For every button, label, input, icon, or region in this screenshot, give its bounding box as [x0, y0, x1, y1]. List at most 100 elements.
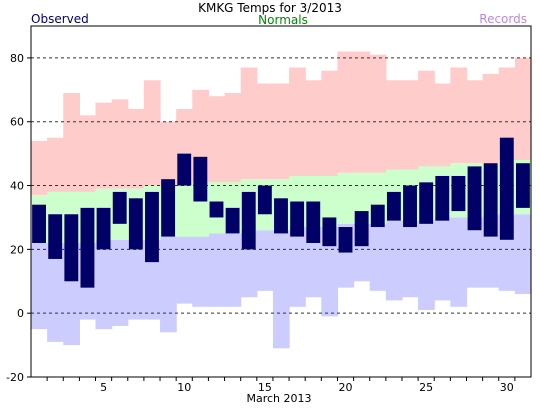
record-high-bar: [208, 96, 226, 183]
observed-bar: [290, 201, 305, 237]
record-low-bar: [176, 236, 193, 304]
observed-bar: [225, 207, 240, 234]
record-high-bar: [305, 80, 322, 176]
record-high-bar: [160, 121, 177, 186]
record-low-bar: [401, 220, 419, 298]
observed-bar: [209, 201, 224, 218]
observed-bar: [274, 198, 288, 234]
record-high-bar: [240, 67, 258, 180]
record-low-bar: [272, 230, 290, 349]
observed-bar: [370, 204, 385, 228]
record-low-bar: [224, 233, 242, 307]
observed-bar: [177, 153, 192, 186]
record-low-bar: [111, 239, 129, 326]
record-low-bar: [369, 223, 387, 291]
observed-bar: [322, 217, 337, 247]
record-high-bar: [143, 80, 161, 186]
record-high-bar: [321, 70, 339, 176]
observed-bar: [96, 207, 111, 250]
record-high-bar: [224, 93, 242, 183]
record-low-bar: [466, 217, 484, 288]
legend-observed: Observed: [31, 12, 89, 26]
record-high-bar: [353, 51, 371, 173]
record-low-bar: [160, 236, 177, 333]
record-low-bar: [95, 239, 113, 330]
observed-bar: [483, 163, 498, 237]
observed-bar: [145, 191, 159, 263]
record-high-bar: [450, 67, 468, 164]
observed-bar: [241, 191, 256, 250]
x-tick-label: 15: [258, 381, 272, 394]
record-low-bar: [289, 227, 306, 307]
record-high-bar: [79, 115, 97, 192]
y-tick-label: 40: [10, 180, 24, 193]
record-low-bar: [434, 217, 451, 301]
observed-bar: [516, 163, 530, 208]
y-tick-label: 0: [17, 307, 24, 320]
record-high-bar: [111, 99, 129, 189]
legend-normals: Normals: [258, 13, 308, 27]
x-tick-label: 5: [100, 381, 107, 394]
record-low-bar: [31, 242, 48, 330]
record-high-bar: [272, 83, 290, 180]
record-low-bar: [47, 242, 64, 342]
observed-bar: [499, 137, 514, 240]
x-axis-label: March 2013: [246, 392, 311, 405]
normal-range-bar: [337, 172, 355, 224]
record-high-bar: [466, 80, 484, 164]
axes: -20 0 20 40 60 80 5 10 15 20 25 30: [6, 52, 516, 394]
observed-bar: [161, 179, 176, 237]
record-high-bar: [63, 93, 80, 192]
observed-bar: [403, 185, 417, 228]
observed-bar: [64, 214, 79, 282]
record-low-bar: [192, 236, 210, 307]
observed-bar: [80, 207, 95, 288]
observed-bar: [128, 198, 143, 250]
record-high-bar: [47, 137, 64, 192]
observed-bar: [419, 182, 434, 224]
record-low-bar: [450, 217, 468, 307]
record-high-bar: [337, 51, 355, 173]
observed-bar: [193, 156, 208, 202]
plot-frame: [30, 25, 532, 378]
y-tick-label: 80: [10, 52, 24, 65]
observed-bar: [386, 191, 401, 221]
record-high-bar: [127, 108, 145, 189]
record-low-bar: [305, 227, 322, 298]
observed-bar: [257, 185, 272, 215]
observed-bar: [451, 175, 466, 212]
record-high-bar: [401, 80, 419, 170]
y-tick-label: -20: [6, 371, 24, 384]
normal-range-bar: [321, 175, 339, 228]
x-tick-label: 10: [177, 381, 191, 394]
observed-bar: [354, 211, 369, 247]
x-tick-label: 25: [419, 381, 433, 394]
record-high-bar: [482, 73, 500, 164]
record-low-bar: [127, 239, 145, 320]
record-high-bar: [256, 83, 274, 180]
x-tick-label: 30: [500, 381, 514, 394]
record-high-bar: [418, 70, 435, 167]
record-high-bar: [498, 67, 516, 161]
x-tick-label: 20: [339, 381, 353, 394]
record-low-bar: [208, 233, 226, 307]
record-high-bar: [369, 54, 387, 173]
observed-bar: [435, 175, 450, 221]
normal-range-bar: [176, 185, 193, 237]
record-high-bar: [434, 83, 451, 167]
observed-bar: [338, 227, 353, 253]
record-high-bar: [385, 80, 403, 170]
observed-bar: [112, 191, 127, 224]
record-low-bar: [256, 230, 274, 291]
y-tick-label: 20: [10, 243, 24, 256]
observed-bar: [32, 204, 46, 243]
legend-records: Records: [479, 12, 527, 26]
observed-bar: [48, 214, 63, 259]
record-high-bar: [514, 57, 532, 161]
record-high-bar: [95, 102, 113, 189]
observed-series: [32, 137, 530, 288]
record-low-bar: [418, 220, 435, 310]
record-low-bar: [514, 214, 532, 295]
